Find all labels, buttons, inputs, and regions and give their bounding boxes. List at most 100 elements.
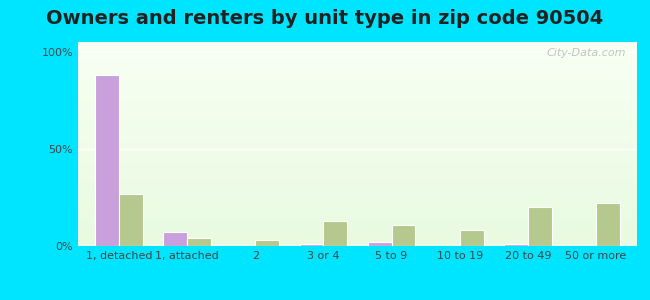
Bar bbox=[78, 87, 637, 89]
Bar bbox=[78, 56, 637, 58]
Bar bbox=[78, 111, 637, 113]
Bar bbox=[324, 221, 347, 246]
Text: City-Data.com: City-Data.com bbox=[546, 48, 626, 58]
Bar bbox=[78, 42, 637, 44]
Bar bbox=[78, 167, 637, 169]
Bar bbox=[78, 224, 637, 226]
Bar bbox=[255, 240, 279, 246]
Bar bbox=[78, 228, 637, 230]
Bar bbox=[78, 185, 637, 187]
Bar bbox=[78, 134, 637, 136]
Bar bbox=[78, 187, 637, 189]
Bar bbox=[78, 213, 637, 215]
Bar bbox=[78, 193, 637, 195]
Bar bbox=[78, 197, 637, 199]
Bar bbox=[78, 58, 637, 60]
Bar bbox=[78, 50, 637, 52]
Bar bbox=[78, 52, 637, 54]
Bar bbox=[78, 93, 637, 95]
Bar bbox=[78, 67, 637, 68]
Bar bbox=[78, 89, 637, 91]
Bar bbox=[78, 91, 637, 93]
Bar bbox=[95, 75, 119, 246]
Bar bbox=[78, 175, 637, 177]
Bar bbox=[78, 136, 637, 138]
Bar bbox=[78, 146, 637, 148]
Bar bbox=[78, 109, 637, 111]
Bar bbox=[78, 83, 637, 85]
Bar bbox=[78, 118, 637, 119]
Bar bbox=[78, 79, 637, 81]
Bar bbox=[78, 220, 637, 221]
Bar bbox=[78, 215, 637, 217]
Bar bbox=[78, 75, 637, 77]
Bar bbox=[78, 64, 637, 67]
Bar bbox=[300, 244, 324, 246]
Bar bbox=[78, 238, 637, 240]
Text: Owners and renters by unit type in zip code 90504: Owners and renters by unit type in zip c… bbox=[46, 9, 604, 28]
Bar bbox=[78, 240, 637, 242]
Legend: Owner occupied units, Renter occupied units: Owner occupied units, Renter occupied un… bbox=[188, 295, 527, 300]
Bar bbox=[78, 152, 637, 154]
Bar bbox=[78, 142, 637, 144]
Bar bbox=[78, 221, 637, 224]
Bar bbox=[78, 211, 637, 213]
Bar bbox=[596, 203, 620, 246]
Bar bbox=[78, 242, 637, 244]
Bar bbox=[78, 97, 637, 99]
Bar bbox=[78, 130, 637, 132]
Bar bbox=[78, 119, 637, 122]
Bar bbox=[78, 183, 637, 185]
Bar bbox=[78, 156, 637, 158]
Bar bbox=[119, 194, 143, 246]
Bar bbox=[78, 126, 637, 128]
Bar bbox=[78, 46, 637, 48]
Bar bbox=[78, 81, 637, 83]
Bar bbox=[78, 73, 637, 75]
Bar bbox=[78, 132, 637, 134]
Bar bbox=[78, 164, 637, 166]
Bar bbox=[78, 62, 637, 64]
Bar bbox=[78, 230, 637, 232]
Bar bbox=[78, 116, 637, 118]
Bar bbox=[78, 107, 637, 109]
Bar bbox=[78, 169, 637, 170]
Bar bbox=[78, 54, 637, 56]
Bar bbox=[78, 203, 637, 205]
Bar bbox=[78, 172, 637, 175]
Bar bbox=[528, 207, 552, 246]
Bar bbox=[78, 138, 637, 140]
Bar bbox=[78, 124, 637, 126]
Bar bbox=[78, 232, 637, 234]
Bar bbox=[187, 238, 211, 246]
Bar bbox=[78, 148, 637, 150]
Bar bbox=[78, 209, 637, 211]
Bar bbox=[78, 205, 637, 207]
Bar bbox=[78, 179, 637, 181]
Bar bbox=[78, 218, 637, 220]
Bar bbox=[78, 154, 637, 156]
Bar bbox=[78, 199, 637, 201]
Bar bbox=[78, 103, 637, 105]
Bar bbox=[78, 195, 637, 197]
Bar bbox=[78, 158, 637, 160]
Bar bbox=[78, 48, 637, 50]
Bar bbox=[460, 230, 484, 246]
Bar bbox=[78, 44, 637, 46]
Bar bbox=[78, 68, 637, 70]
Bar bbox=[504, 244, 528, 246]
Bar bbox=[78, 101, 637, 103]
Bar bbox=[78, 177, 637, 179]
Bar bbox=[78, 85, 637, 87]
Bar bbox=[78, 160, 637, 162]
Bar bbox=[78, 144, 637, 146]
Bar bbox=[78, 70, 637, 73]
Bar bbox=[78, 226, 637, 228]
Bar bbox=[78, 140, 637, 142]
Bar bbox=[78, 189, 637, 191]
Bar bbox=[78, 236, 637, 238]
Bar bbox=[78, 113, 637, 116]
Bar bbox=[78, 170, 637, 172]
Bar bbox=[78, 60, 637, 62]
Bar bbox=[78, 207, 637, 209]
